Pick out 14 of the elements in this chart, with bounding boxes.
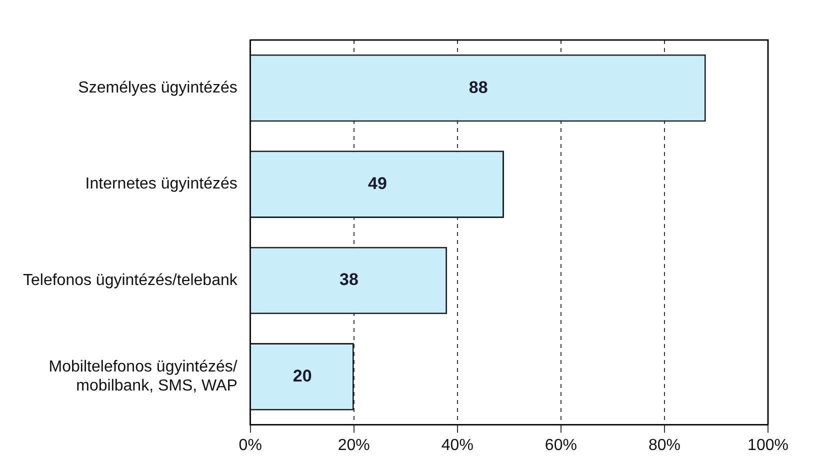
data-label: 49 <box>368 174 387 193</box>
x-tick-label: 100% <box>748 436 788 454</box>
x-tick-label: 0% <box>238 436 262 454</box>
y-tick-label: Internetes ügyintézés <box>85 176 238 193</box>
data-label: 20 <box>292 366 312 386</box>
data-label: 38 <box>340 270 358 290</box>
x-tick-label: 40% <box>441 436 474 454</box>
x-tick-label: 60% <box>544 436 577 454</box>
x-tick-label: 80% <box>648 436 680 454</box>
y-tick-label: Személyes ügyintézés <box>78 80 238 97</box>
data-label: 88 <box>468 78 488 97</box>
y-tick-label: Telefonos ügyintézés/telebank <box>22 272 238 289</box>
x-tick-label: 20% <box>338 436 370 454</box>
y-tick-label: Mobiltelefonos ügyintézés/ mobilbank, SMS, WAP <box>48 358 238 395</box>
